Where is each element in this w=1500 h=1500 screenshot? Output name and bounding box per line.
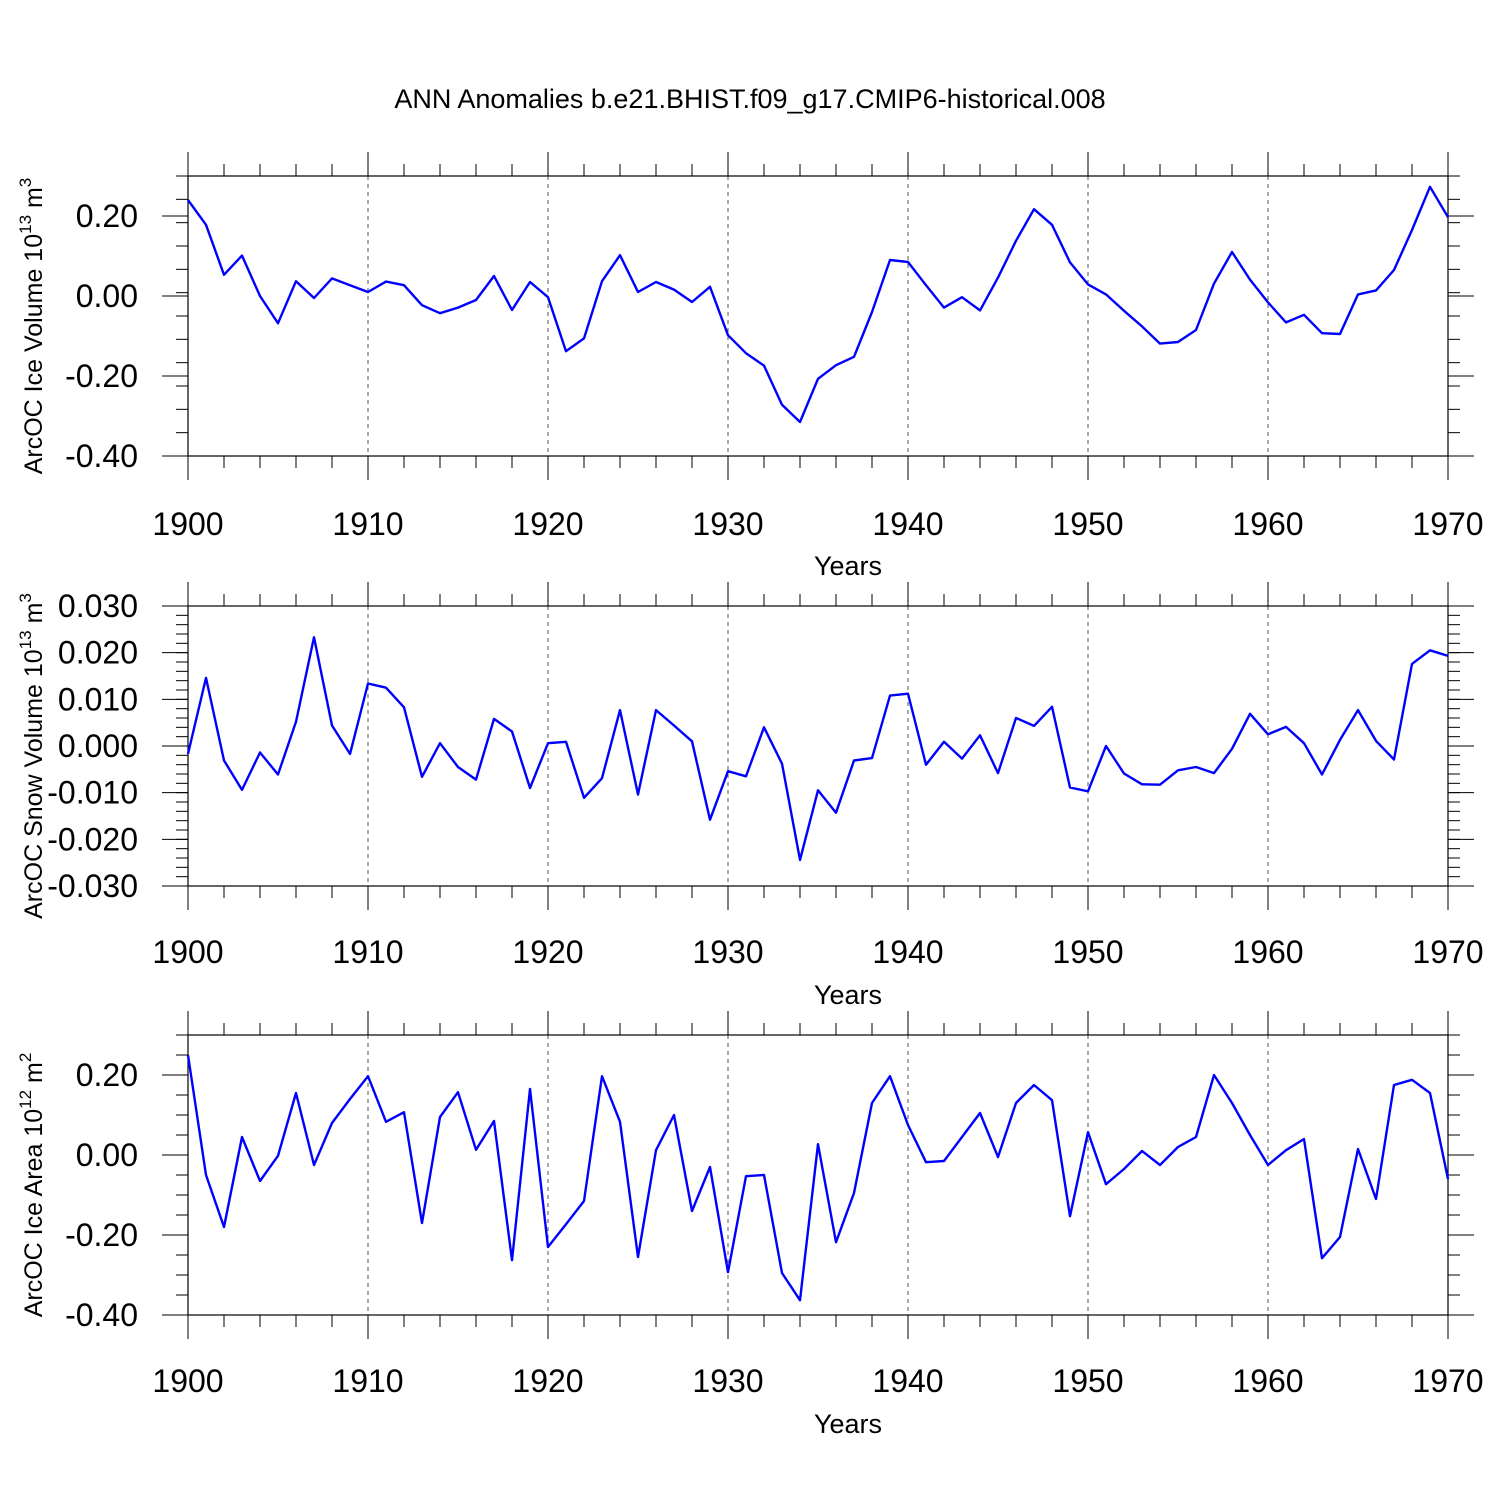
x-axis-label: Years [814, 1409, 882, 1439]
y-tick-label: -0.20 [65, 358, 138, 394]
x-tick-label: 1940 [872, 934, 943, 970]
x-tick-label: 1950 [1052, 506, 1123, 542]
x-tick-label: 1970 [1412, 1363, 1483, 1399]
panel-3: 1900 1910 1920 1930 1940 1950 1960 1970 Years -0.… [16, 1011, 1484, 1439]
y-tick-label: -0.030 [47, 868, 138, 904]
x-tick-label: 1970 [1412, 506, 1483, 542]
x-tick-label: 1930 [692, 1363, 763, 1399]
y-tick-label: -0.020 [47, 821, 138, 857]
x-tick-label: 1910 [332, 506, 403, 542]
y-tick-label: -0.40 [65, 438, 138, 474]
x-tick-label: 1940 [872, 506, 943, 542]
x-tick-label: 1960 [1232, 506, 1303, 542]
y-tick-label: 0.20 [76, 1057, 138, 1093]
x-tick-label: 1910 [332, 934, 403, 970]
x-tick-label: 1900 [152, 1363, 223, 1399]
x-tick-label: 1900 [152, 506, 223, 542]
y-axis-label: ArcOC Ice Volume 1013 m3 [16, 178, 48, 475]
x-tick-label: 1950 [1052, 934, 1123, 970]
y-tick-label: 0.20 [76, 198, 138, 234]
y-tick-label: 0.00 [76, 1137, 138, 1173]
x-tick-label: 1930 [692, 934, 763, 970]
x-tick-label: 1920 [512, 506, 583, 542]
series-line [186, 636, 1449, 862]
x-tick-label: 1920 [512, 934, 583, 970]
series-line [187, 185, 1450, 424]
y-tick-label: -0.010 [47, 775, 138, 811]
x-tick-label: 1970 [1412, 934, 1483, 970]
y-tick-label: 0.020 [58, 635, 138, 671]
y-tick-label: -0.20 [65, 1217, 138, 1253]
series-line [186, 1054, 1450, 1302]
x-tick-label: 1950 [1052, 1363, 1123, 1399]
x-tick-label: 1940 [872, 1363, 943, 1399]
x-tick-label: 1920 [512, 1363, 583, 1399]
y-axis-label: ArcOC Ice Area 1012 m2 [16, 1053, 48, 1318]
x-tick-label: 1960 [1232, 1363, 1303, 1399]
y-tick-label: 0.000 [58, 728, 138, 764]
panel-1: 1900 1910 1920 1930 1940 1950 1960 1970 Years -0.… [16, 152, 1484, 581]
y-tick-label: 0.030 [58, 588, 138, 624]
y-tick-label: 0.00 [76, 278, 138, 314]
x-tick-label: 1900 [152, 934, 223, 970]
panel-2: 1900 1910 1920 1930 1940 1950 1960 1970 Years -0.… [16, 582, 1484, 1010]
x-axis-label: Years [814, 980, 882, 1010]
x-axis-label: Years [814, 551, 882, 581]
y-tick-label: 0.010 [58, 681, 138, 717]
x-tick-label: 1910 [332, 1363, 403, 1399]
x-tick-label: 1960 [1232, 934, 1303, 970]
y-tick-label: -0.40 [65, 1297, 138, 1333]
y-axis-label: ArcOC Snow Volume 1013 m3 [16, 593, 48, 919]
chart-title: ANN Anomalies b.e21.BHIST.f09_g17.CMIP6-… [394, 84, 1105, 114]
x-tick-label: 1930 [692, 506, 763, 542]
